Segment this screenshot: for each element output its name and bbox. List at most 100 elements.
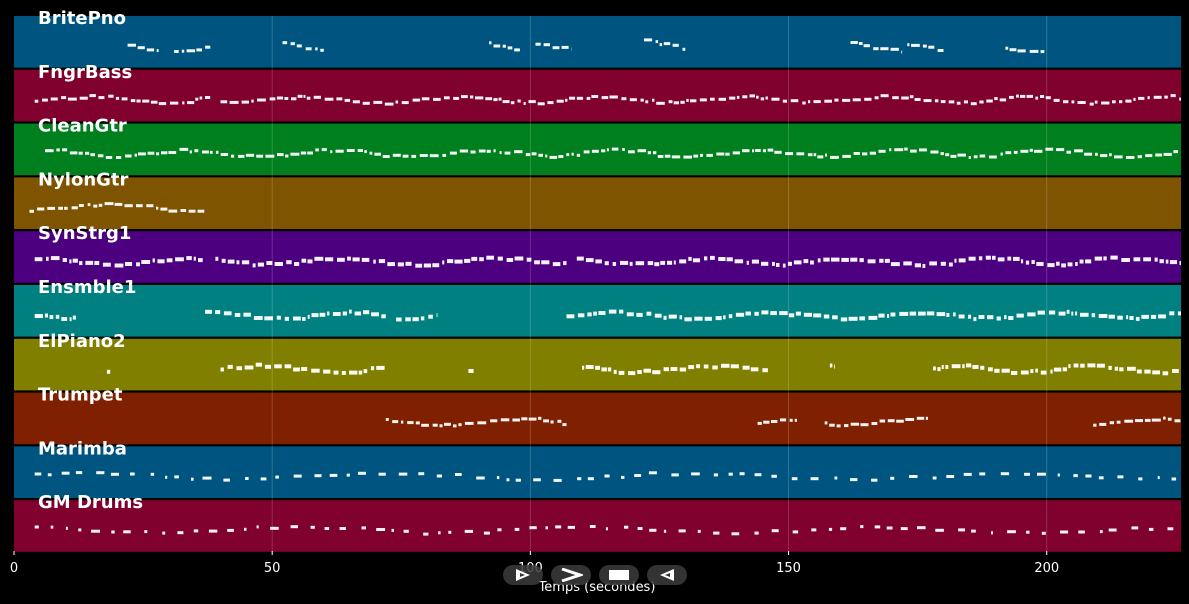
note-mark (844, 424, 849, 428)
note-mark (688, 365, 695, 370)
note-mark (930, 150, 939, 154)
note-mark (436, 313, 438, 318)
note-mark (607, 367, 612, 372)
note-mark (994, 97, 998, 101)
note-mark (636, 312, 643, 317)
note-mark (1056, 261, 1060, 266)
note-mark (526, 257, 532, 262)
note-mark (889, 148, 892, 152)
note-mark (412, 317, 419, 322)
play-reverse-button[interactable] (647, 565, 687, 585)
note-mark (49, 315, 54, 320)
note-mark (919, 148, 927, 152)
note-mark (432, 423, 438, 427)
note-mark (215, 150, 219, 154)
note-mark (671, 473, 679, 477)
note-mark (829, 423, 835, 427)
track-labels: BritePno FngrBass CleanGtr NylonGtr SynStrg1… (38, 8, 143, 513)
note-mark (807, 153, 813, 157)
note-mark (1068, 364, 1071, 369)
note-mark (950, 154, 957, 158)
note-mark (62, 148, 68, 152)
note-mark (311, 368, 320, 373)
note-mark (1159, 259, 1164, 264)
fast-forward-button[interactable] (551, 565, 591, 585)
note-mark (378, 259, 386, 264)
note-mark (1037, 310, 1045, 315)
note-mark (900, 527, 908, 531)
note-mark (61, 96, 67, 100)
note-mark (378, 472, 386, 476)
note-mark (371, 312, 379, 317)
note-mark (514, 48, 520, 52)
note-mark (46, 256, 49, 261)
note-mark (168, 209, 178, 213)
note-mark (512, 418, 520, 422)
note-mark (697, 529, 701, 533)
note-mark (127, 43, 136, 47)
note-mark (412, 98, 421, 102)
note-mark (464, 421, 474, 425)
note-mark (186, 49, 196, 53)
note-mark (576, 153, 581, 157)
note-mark (963, 100, 968, 104)
note-mark (824, 99, 832, 103)
note-mark (1029, 148, 1033, 152)
note-mark (303, 94, 306, 98)
note-mark (637, 149, 647, 153)
note-mark (746, 260, 749, 265)
note-mark (533, 478, 541, 482)
note-mark (500, 418, 510, 422)
note-mark (793, 260, 802, 265)
note-mark (914, 263, 921, 268)
note-mark (475, 96, 484, 100)
note-mark (1073, 363, 1079, 368)
note-mark (953, 312, 956, 317)
note-mark (1117, 475, 1124, 479)
note-mark (620, 260, 629, 265)
note-mark (884, 258, 890, 263)
note-mark (227, 364, 233, 369)
note-mark (569, 96, 576, 100)
note-mark (736, 95, 740, 99)
note-mark (703, 364, 709, 369)
note-mark (502, 44, 506, 48)
note-mark (1119, 100, 1123, 104)
stop-button[interactable] (599, 565, 639, 585)
note-mark (369, 151, 373, 155)
note-mark (628, 150, 635, 154)
note-mark (454, 259, 463, 264)
note-mark (223, 478, 230, 482)
note-mark (498, 97, 502, 101)
note-mark (296, 44, 302, 48)
note-mark (156, 206, 159, 210)
note-mark (879, 258, 884, 263)
note-mark (1141, 314, 1149, 319)
note-mark (78, 204, 84, 207)
note-mark (146, 204, 154, 208)
note-mark (604, 261, 609, 266)
note-mark (645, 100, 649, 104)
note-mark (940, 100, 946, 104)
note-mark (405, 261, 412, 266)
note-mark (181, 49, 185, 53)
note-mark (997, 257, 1005, 262)
note-mark (534, 260, 540, 265)
note-mark (850, 41, 858, 44)
note-mark (141, 260, 151, 264)
note-mark (735, 312, 745, 317)
note-mark (1100, 154, 1108, 158)
note-mark (1174, 419, 1181, 423)
note-mark (896, 419, 904, 423)
note-mark (1073, 474, 1078, 478)
note-mark (1009, 48, 1017, 52)
note-mark (923, 99, 932, 103)
note-mark (901, 50, 903, 54)
note-mark (973, 317, 977, 322)
x-tick-label: 50 (264, 561, 281, 576)
note-mark (567, 525, 575, 529)
track-band (14, 500, 1181, 552)
play-forward-button[interactable] (503, 565, 543, 585)
track-label: CleanGtr (38, 116, 127, 137)
note-mark (683, 155, 692, 159)
